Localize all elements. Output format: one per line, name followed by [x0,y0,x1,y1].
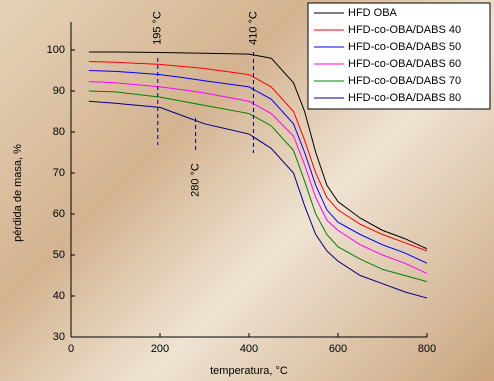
legend-label: HFD-co-OBA/DABS 40 [348,24,461,36]
data-line [88,60,428,252]
y-tick-label: 80 [53,126,65,138]
y-axis-label: pérdida de masa, % [12,144,24,242]
x-axis-label: temperatura, °C [210,365,288,377]
y-tick-label: 50 [53,249,65,261]
y-tick-label: 100 [47,44,65,56]
annotation-label: 410 °C [247,11,259,45]
legend-box [307,2,491,110]
data-line [88,81,428,274]
x-tick-label: 400 [240,343,258,355]
y-tick-label: 90 [53,85,65,97]
x-tick-label: 600 [329,343,347,355]
legend-label: HFD-co-OBA/DABS 50 [348,41,461,53]
legend-label: HFD-co-OBA/DABS 70 [348,75,461,87]
y-tick-label: 70 [53,167,65,179]
legend-label: HFD OBA [348,7,398,19]
annotation-label: 280 °C [190,163,202,197]
x-tick-label: 800 [418,343,436,355]
data-line [88,70,428,264]
y-tick-label: 60 [53,208,65,220]
y-tick-label: 30 [53,331,65,343]
data-line [88,51,428,250]
y-tick-label: 40 [53,290,65,302]
x-tick-label: 200 [151,343,169,355]
legend-label: HFD-co-OBA/DABS 80 [348,92,461,104]
data-line [88,100,428,299]
annotation-label: 195 °C [152,11,164,45]
data-line [88,90,428,283]
x-tick-label: 0 [68,343,74,355]
legend-label: HFD-co-OBA/DABS 60 [348,58,461,70]
